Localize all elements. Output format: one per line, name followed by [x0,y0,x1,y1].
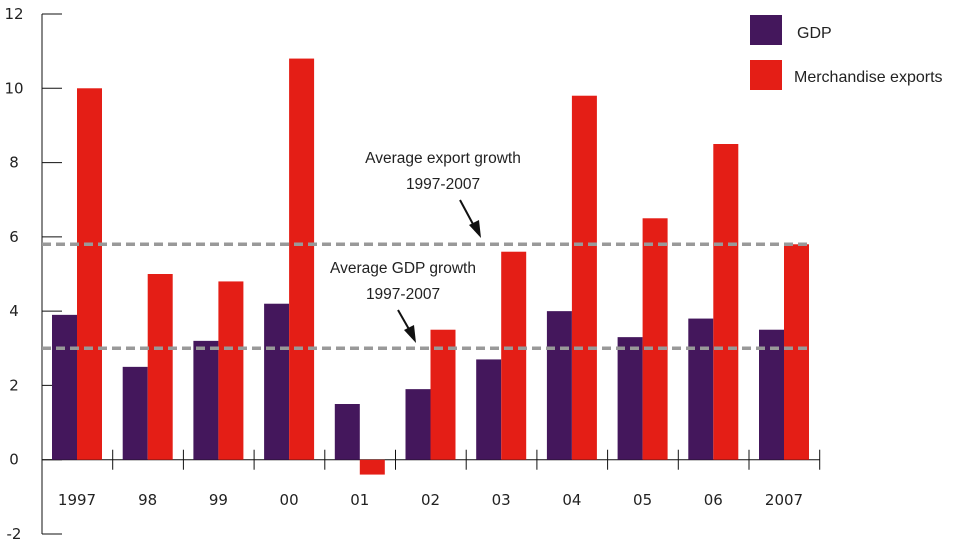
bar-gdp-00 [264,303,290,460]
annotation-export-average: Average export growth 1997-2007 [365,150,521,238]
bar-gdp-99 [193,340,219,460]
y-axis: -2 0 2 4 6 8 10 12 [4,5,62,543]
reference-lines [42,242,812,351]
y-tick-label: 0 [9,451,19,469]
bar-merchandise-exports-03 [501,251,527,460]
bar-gdp-06 [688,318,714,460]
bar-gdp-03 [476,359,502,460]
bar-gdp-2007 [759,329,784,460]
bar-merchandise-exports-05 [642,218,668,460]
x-tick-label: 04 [562,491,581,509]
x-tick-label: 99 [209,491,228,509]
annotation-export-line2: 1997-2007 [406,176,480,193]
x-tick-label: 03 [492,491,511,509]
x-tick-label: 01 [350,491,369,509]
bar-merchandise-exports-1997 [77,88,102,460]
x-tick-label: 05 [633,491,652,509]
bar-merchandise-exports-04 [571,95,597,460]
bar-series [52,58,809,475]
x-tick-label: 02 [421,491,440,509]
annotation-export-arrow-icon [459,199,481,238]
y-tick-label: 10 [4,79,23,97]
bar-merchandise-exports-00 [289,58,315,460]
x-tick-label: 1997 [58,491,96,509]
legend-swatch-gdp [750,15,782,45]
annotation-gdp-arrow-icon [397,309,416,343]
bar-merchandise-exports-02 [430,329,456,460]
annotation-export-line1: Average export growth [365,150,521,167]
bar-gdp-04 [546,311,572,460]
x-tick-label: 2007 [765,491,803,509]
legend-label-merchandise-exports: Merchandise exports [794,69,943,86]
bar-gdp-05 [617,337,643,460]
y-tick-label: 12 [4,5,23,23]
y-tick-label: 6 [9,228,19,246]
annotation-gdp-line2: 1997-2007 [366,286,440,303]
bar-gdp-01 [334,404,360,460]
y-tick-label: 8 [9,154,19,172]
bar-merchandise-exports-98 [147,274,173,460]
bar-gdp-02 [405,389,431,460]
x-tick-label: 00 [280,491,299,509]
bar-gdp-98 [122,366,148,460]
legend-label-gdp: GDP [797,25,832,42]
y-tick-label: 2 [9,376,19,394]
y-tick-label: -2 [7,525,22,543]
annotation-gdp-average: Average GDP growth 1997-2007 [330,260,476,343]
legend: GDP Merchandise exports [750,15,943,90]
bar-merchandise-exports-2007 [784,244,809,460]
x-tick-label: 06 [704,491,723,509]
legend-swatch-merchandise-exports [750,60,782,90]
bar-merchandise-exports-99 [218,281,244,460]
bar-merchandise-exports-06 [713,144,739,460]
bar-gdp-1997 [52,314,77,460]
annotation-gdp-line1: Average GDP growth [330,260,476,277]
bar-merchandise-exports-01 [359,459,385,475]
x-tick-label: 98 [138,491,157,509]
y-tick-label: 4 [9,302,19,320]
